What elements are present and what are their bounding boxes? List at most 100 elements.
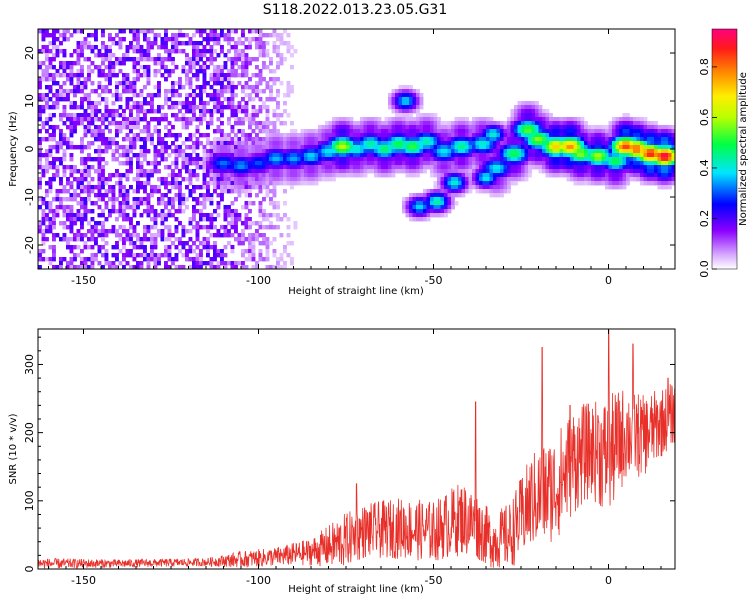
spectrogram-cell xyxy=(444,181,448,186)
spectrogram-cell xyxy=(622,157,627,162)
spectrogram-cell xyxy=(440,169,445,174)
spectrogram-cell xyxy=(234,181,238,186)
spectrogram-cell xyxy=(311,161,315,166)
spectrogram-cell xyxy=(360,137,364,142)
spectrogram-cell xyxy=(472,145,476,150)
spectrogram-cell xyxy=(185,61,189,66)
spectrogram-cell xyxy=(465,145,469,150)
spectrogram-cell xyxy=(80,29,84,34)
spectrogram-cell xyxy=(101,197,105,202)
spectrogram-cell xyxy=(213,185,217,190)
spectrogram-cell xyxy=(87,113,91,118)
spectrogram-cell xyxy=(48,153,53,158)
spectrogram-cell xyxy=(311,181,315,186)
spectrogram-cell xyxy=(220,197,224,202)
spectrogram-cell xyxy=(493,121,497,126)
spectrogram-cell xyxy=(479,161,483,166)
spectrogram-cell xyxy=(101,73,105,78)
spectrogram-cell xyxy=(125,157,130,162)
spectrogram-cell xyxy=(664,153,669,158)
spectrogram-cell xyxy=(255,133,259,138)
spectrogram-cell xyxy=(94,137,98,142)
spectrogram-cell xyxy=(241,105,245,110)
spectrogram-cell xyxy=(59,237,63,242)
spectrogram-cell xyxy=(241,189,245,194)
spectrogram-cell xyxy=(542,113,546,118)
spectrogram-cell xyxy=(118,185,123,190)
spectrogram-cell xyxy=(48,165,53,170)
spectrogram-cell xyxy=(206,65,210,70)
spectrogram-cell xyxy=(269,77,273,82)
spectrogram-cell xyxy=(381,133,385,138)
spectrogram-cell xyxy=(129,169,133,174)
spectrogram-cell xyxy=(136,205,140,210)
spectrogram-cell xyxy=(370,133,375,138)
spectrogram-cell xyxy=(118,249,123,254)
spectrogram-cell xyxy=(125,121,130,126)
spectrogram-cell xyxy=(598,129,602,134)
spectrogram-cell xyxy=(283,249,287,254)
spectrogram-cell xyxy=(80,213,84,218)
spectrogram-cell xyxy=(80,237,84,242)
spectrogram-cell xyxy=(216,109,221,114)
spectrogram-cell xyxy=(269,165,273,170)
spectrogram-cell xyxy=(440,157,445,162)
spectrogram-cell xyxy=(286,225,291,230)
spectrogram-cell xyxy=(248,37,252,42)
spectrogram-cell xyxy=(482,169,487,174)
spectrogram-cell xyxy=(258,53,263,58)
spectrogram-cell xyxy=(570,129,574,134)
spectrogram-cell xyxy=(157,169,161,174)
spectrogram-cell xyxy=(255,89,259,94)
spectrogram-cell xyxy=(213,241,217,246)
spectrogram-cell xyxy=(143,181,147,186)
spectrogram-cell xyxy=(426,133,431,138)
spectrogram-cell xyxy=(332,149,336,154)
spectrogram-cell xyxy=(426,125,431,130)
spectrogram-cell xyxy=(580,137,585,142)
spectrogram-cell xyxy=(374,161,378,166)
spectrogram-cell xyxy=(255,125,259,130)
spectrogram-cell xyxy=(136,245,140,250)
spectrogram-cell xyxy=(202,77,207,82)
spectrogram-cell xyxy=(83,117,88,122)
spectrogram-cell xyxy=(461,129,466,134)
spectrogram-cell xyxy=(563,137,567,142)
spectrogram-cell xyxy=(286,157,291,162)
spectrogram-cell xyxy=(199,65,203,70)
spectrogram-cell xyxy=(542,141,546,146)
spectrogram-cell xyxy=(76,145,81,150)
spectrogram-cell xyxy=(608,161,613,166)
spectrogram-cell xyxy=(174,105,179,110)
spectrogram-cell xyxy=(640,133,644,138)
spectrogram-cell xyxy=(108,81,112,86)
spectrogram-cell xyxy=(272,213,277,218)
spectrogram-cell xyxy=(258,225,263,230)
spectrogram-cell xyxy=(591,173,595,178)
spectrogram-cell xyxy=(482,145,487,150)
spectrogram-cell xyxy=(248,97,252,102)
spectrogram-cell xyxy=(188,153,193,158)
spectrogram-cell xyxy=(94,157,98,162)
spectrogram-cell xyxy=(542,117,546,122)
spectrogram-cell xyxy=(353,169,357,174)
spectrogram-cell xyxy=(164,201,168,206)
spectrogram-cell xyxy=(465,125,469,130)
spectrogram-cell xyxy=(94,45,98,50)
spectrogram-cell xyxy=(62,65,67,70)
spectrogram-cell xyxy=(255,73,259,78)
spectrogram-cell xyxy=(227,77,231,82)
spectrogram-cell xyxy=(101,85,105,90)
spectrogram-cell xyxy=(178,149,182,154)
spectrogram-cell xyxy=(363,121,368,126)
spectrogram-cell xyxy=(549,149,553,154)
spectrogram-cell xyxy=(122,205,126,210)
spectrogram-cell xyxy=(349,173,354,178)
spectrogram-cell xyxy=(377,149,382,154)
spectrogram-cell xyxy=(626,181,630,186)
spectrogram-cell xyxy=(444,157,448,162)
spectrogram-cell xyxy=(87,173,91,178)
spectrogram-cell xyxy=(66,177,70,182)
spectrogram-cell xyxy=(244,221,249,226)
spectrogram-cell xyxy=(230,97,235,102)
